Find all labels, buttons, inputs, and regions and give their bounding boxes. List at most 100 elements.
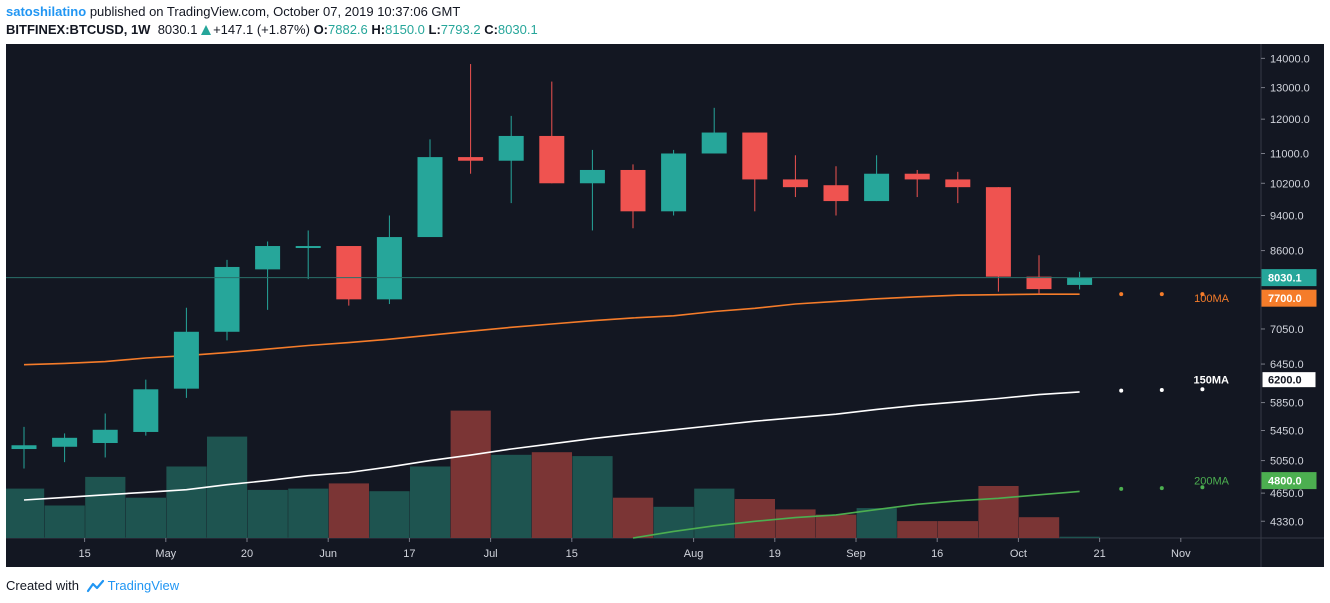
- candle-body[interactable]: [701, 132, 727, 154]
- candle-body[interactable]: [985, 187, 1011, 277]
- price-tick-label: 11000.0: [1270, 148, 1309, 160]
- high-value: 8150.0: [385, 22, 425, 37]
- footer: Created with TradingView: [6, 577, 179, 595]
- symbol-name[interactable]: BITFINEX:BTCUSD, 1W: [6, 22, 151, 37]
- candle-body[interactable]: [945, 179, 971, 188]
- price-tick-label: 6450.0: [1270, 359, 1304, 371]
- candle-body[interactable]: [1067, 277, 1093, 285]
- volume-bar: [288, 488, 329, 538]
- close-label: C:: [484, 22, 498, 37]
- candle-body[interactable]: [823, 185, 849, 202]
- candle-body[interactable]: [417, 157, 443, 238]
- candle-body[interactable]: [295, 246, 321, 249]
- volume-bar: [410, 466, 451, 538]
- price-tick-label: 10200.0: [1270, 178, 1310, 190]
- volume-bar: [491, 454, 532, 538]
- candle-body[interactable]: [458, 157, 484, 161]
- volume-bar: [44, 505, 85, 538]
- price-tick-label: 13000.0: [1270, 83, 1310, 95]
- ma-projection-dot: [1159, 292, 1164, 297]
- volume-bar: [572, 456, 613, 538]
- time-tick-label: 15: [78, 548, 90, 560]
- candle-body[interactable]: [92, 429, 118, 444]
- volume-bar: [6, 488, 45, 538]
- ma-name-label: 100MA: [1194, 293, 1230, 305]
- ma-axis-label-200ma: 4800.0: [1268, 476, 1302, 488]
- price-change: +147.1 (+1.87%): [213, 22, 310, 37]
- open-value: 7882.6: [328, 22, 368, 37]
- price-tick-label: 5050.0: [1270, 456, 1304, 468]
- high-label: H:: [371, 22, 386, 37]
- last-price: 8030.1: [157, 22, 198, 37]
- candle-body[interactable]: [133, 389, 159, 432]
- ma-axis-label-100ma: 7700.0: [1268, 293, 1302, 305]
- ma-line-150ma: [23, 391, 1080, 501]
- ma-projection-dot: [1200, 292, 1205, 297]
- price-tick-label: 4330.0: [1270, 516, 1304, 528]
- volume-bar: [856, 508, 897, 538]
- volume-bar: [897, 521, 938, 538]
- time-tick-label: Jul: [484, 548, 498, 560]
- time-tick-label: Sep: [846, 548, 866, 560]
- time-tick-label: 20: [241, 548, 253, 560]
- ma-projection-dot: [1119, 388, 1124, 393]
- volume-bar: [816, 514, 857, 538]
- volume-bar: [978, 486, 1019, 538]
- volume-bar: [531, 452, 572, 538]
- volume-bar: [85, 476, 126, 538]
- candle-body[interactable]: [742, 132, 768, 180]
- ma-name-label: 200MA: [1194, 476, 1230, 488]
- time-tick-label: 16: [931, 548, 943, 560]
- ma-axis-label-150ma-bg: [1261, 371, 1317, 389]
- candle-body[interactable]: [539, 135, 565, 184]
- low-value: 7793.2: [440, 22, 481, 37]
- volume-bar: [734, 499, 775, 538]
- price-tick-label: 5850.0: [1270, 398, 1304, 410]
- candle-body[interactable]: [620, 169, 646, 212]
- volume-bar: [247, 489, 288, 538]
- volume-bar: [450, 410, 491, 538]
- candle-body[interactable]: [1026, 276, 1052, 290]
- candle-body[interactable]: [864, 173, 890, 202]
- candle-body[interactable]: [376, 237, 402, 300]
- last-price-axis-label-bg: [1261, 269, 1317, 287]
- candle-body[interactable]: [255, 246, 281, 270]
- candle-body[interactable]: [579, 169, 605, 184]
- ma-projection-dot: [1159, 486, 1164, 491]
- author-link[interactable]: satoshilatino: [6, 4, 87, 19]
- time-tick-label: Oct: [1010, 548, 1027, 560]
- volume-bar: [775, 509, 816, 538]
- time-tick-label: Nov: [1171, 548, 1191, 560]
- candle-body[interactable]: [904, 173, 930, 180]
- ma-name-label: 150MA: [1194, 375, 1230, 387]
- created-with-text: Created with: [6, 578, 79, 593]
- candle-body[interactable]: [173, 331, 199, 389]
- price-tick-label: 8600.0: [1270, 246, 1304, 258]
- symbol-line: BITFINEX:BTCUSD, 1W 8030.1 +147.1 (+1.87…: [6, 21, 1326, 39]
- candle-body[interactable]: [214, 266, 240, 332]
- ma-projection-dot: [1200, 387, 1205, 392]
- candle-body[interactable]: [11, 445, 37, 450]
- candle-body[interactable]: [52, 437, 78, 447]
- open-label: O:: [313, 22, 329, 37]
- up-arrow-icon: [201, 25, 212, 35]
- low-label: L:: [428, 22, 441, 37]
- candle-body[interactable]: [661, 153, 687, 212]
- candle-body[interactable]: [782, 179, 808, 188]
- volume-bar: [369, 491, 410, 538]
- price-chart[interactable]: 14000.0 13000.0 12000.0 11000.0 10200.0 9400.…: [6, 44, 1324, 567]
- candle-body[interactable]: [336, 246, 362, 300]
- ma-axis-label-200ma-bg: [1261, 472, 1317, 490]
- tradingview-brand-link[interactable]: TradingView: [107, 578, 180, 593]
- publish-line: satoshilatino published on TradingView.c…: [6, 3, 1326, 21]
- time-tick-label: 19: [769, 548, 781, 560]
- ma-axis-label-150ma: 6200.0: [1268, 375, 1302, 387]
- last-price-axis-label: 8030.1: [1268, 273, 1302, 285]
- candle-body[interactable]: [498, 135, 524, 161]
- volume-bar: [166, 466, 207, 538]
- ma-line-200ma: [632, 490, 1080, 539]
- ma-projection-dot: [1159, 387, 1164, 392]
- time-tick-label: 17: [403, 548, 415, 560]
- ma-line-100ma: [23, 293, 1080, 366]
- volume-bar: [613, 497, 654, 538]
